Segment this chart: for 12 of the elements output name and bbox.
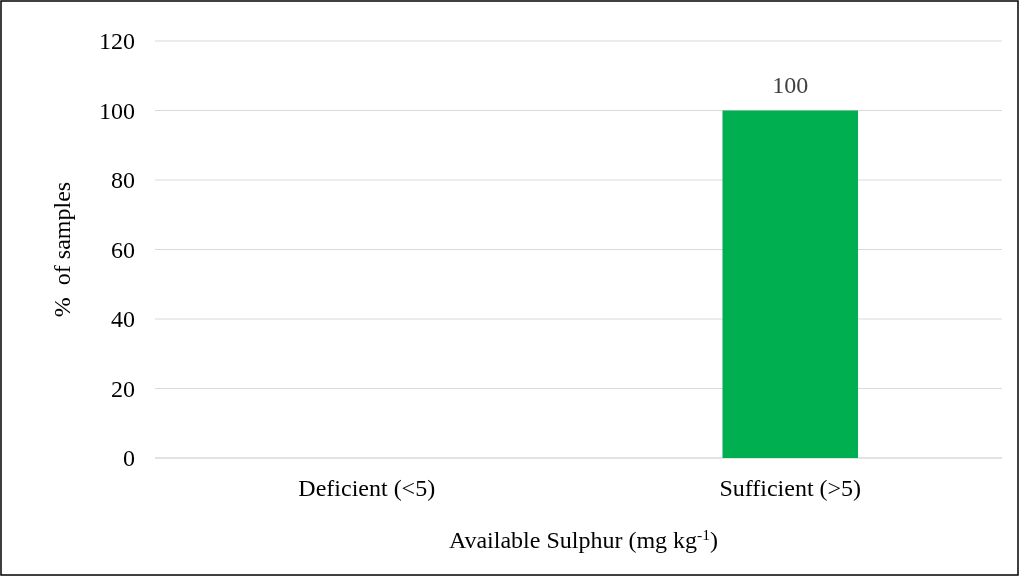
y-tick-label: 100 xyxy=(99,97,135,124)
y-tick-label: 80 xyxy=(111,167,135,194)
y-axis-title: % of samples xyxy=(49,181,75,318)
data-label: 100 xyxy=(772,71,809,98)
y-tick-label: 40 xyxy=(111,306,135,333)
y-tick-label: 120 xyxy=(99,28,135,55)
y-tick-label: 0 xyxy=(123,445,135,472)
x-tick-label: Sufficient (>5) xyxy=(719,475,862,501)
x-tick-label: Deficient (<5) xyxy=(298,475,436,501)
x-axis-title: Available Sulphur (mg kg$^{-1}$) xyxy=(448,525,719,553)
y-tick-label: 60 xyxy=(111,236,135,263)
y-tick-label: 20 xyxy=(111,375,135,402)
